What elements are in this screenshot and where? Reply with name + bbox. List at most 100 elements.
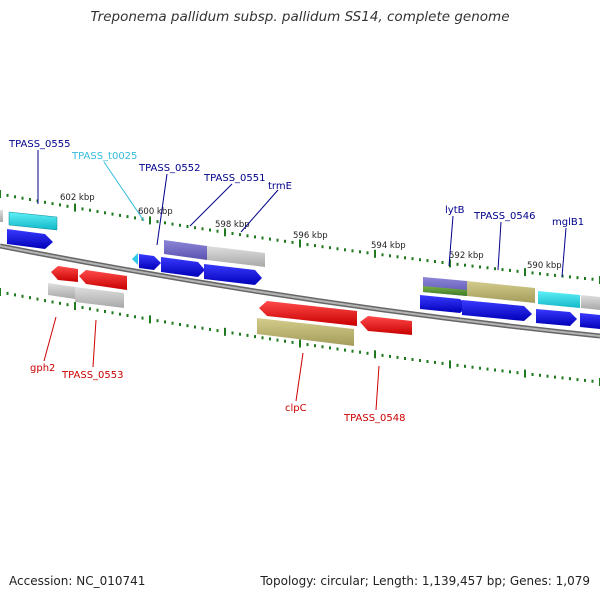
feature-tpass-t0025[interactable]: [132, 253, 138, 265]
scale-tick-minor: [494, 368, 496, 372]
feature-next-gene[interactable]: [580, 313, 600, 329]
label-trmE[interactable]: trmE: [268, 181, 292, 192]
scale-tick-minor: [119, 213, 121, 217]
scale-tick-minor: [501, 268, 504, 272]
label-clpC[interactable]: clpC: [285, 403, 307, 414]
label-mglB1[interactable]: mglB1: [552, 217, 584, 228]
scale-tick-major: [449, 259, 451, 268]
scale-tick-minor: [6, 193, 9, 197]
label-tpass-0546[interactable]: TPASS_0546: [473, 211, 535, 222]
scale-tick-minor: [239, 233, 241, 237]
scale-tick-minor: [104, 310, 106, 313]
feature-next-analysis[interactable]: [581, 295, 600, 310]
scale-tick-minor: [321, 345, 324, 349]
scale-tick-minor: [261, 336, 264, 340]
feature-tpass-0553-analysis[interactable]: [75, 287, 124, 308]
feature-tpass-0546-analysis[interactable]: [467, 281, 535, 303]
feature-trmE[interactable]: [204, 264, 262, 285]
scale-tick-minor: [261, 236, 264, 240]
scale-tick-minor: [539, 373, 541, 377]
scale-tick-minor: [344, 348, 346, 352]
scale-tick-minor: [591, 379, 594, 383]
feature-mglB1-analysis[interactable]: [538, 291, 580, 308]
scale-tick-minor: [216, 229, 219, 233]
scale-tick-minor: [471, 365, 474, 369]
feature-clpC[interactable]: [259, 301, 357, 326]
scale-tick-minor: [231, 232, 234, 235]
scale-tick-minor: [156, 220, 159, 224]
scale-tick-minor: [29, 198, 31, 201]
scale-tick-major: [449, 360, 451, 369]
feature-tpass-0546[interactable]: [462, 300, 532, 321]
feature-trmE-analysis[interactable]: [207, 246, 265, 267]
feature-tpass-0555[interactable]: [7, 229, 53, 249]
scale-tick-minor: [134, 315, 136, 319]
scale-tick-minor: [179, 223, 181, 227]
scale-tick-major: [149, 216, 151, 225]
scale-tick-minor: [276, 238, 279, 242]
feature-lytB-domain[interactable]: [423, 286, 467, 296]
scale-tick-minor: [479, 366, 481, 370]
scale-tick-minor: [479, 265, 481, 269]
gene-labels: TPASS_0555 TPASS_t0025 TPASS_0552 TPASS_…: [8, 139, 584, 424]
scale-tick-minor: [389, 254, 391, 258]
scale-tick-minor: [14, 195, 16, 199]
scale-tick-minor: [111, 311, 114, 315]
scale-tick-minor: [306, 343, 309, 347]
scale-tick-major: [74, 203, 76, 212]
feature-lytB[interactable]: [420, 295, 468, 313]
feature-tpass-0551[interactable]: [161, 257, 205, 277]
scale-tick-minor: [336, 247, 339, 251]
scale-tick-minor: [66, 204, 69, 208]
label-tpass-0552[interactable]: TPASS_0552: [138, 163, 200, 174]
leader-lines: [37, 150, 567, 411]
feature-tpass-0552[interactable]: [139, 254, 161, 270]
feature-gph2[interactable]: [51, 266, 78, 282]
label-tpass-0553[interactable]: TPASS_0553: [61, 370, 123, 381]
scale-tick-minor: [231, 331, 234, 335]
feature-tpass-0553[interactable]: [79, 270, 127, 290]
scale-tick-major: [74, 302, 76, 311]
scale-tick-minor: [284, 239, 286, 243]
label-gph2[interactable]: gph2: [30, 363, 55, 374]
label-lytB[interactable]: lytB: [445, 205, 465, 216]
feature-mglB1[interactable]: [536, 309, 577, 326]
scale-tick-minor: [434, 260, 436, 263]
feature-clpC-analysis[interactable]: [257, 318, 354, 346]
scale-tick-minor: [291, 340, 294, 344]
scale-tick-minor: [21, 294, 24, 298]
scale-tick-major: [224, 327, 226, 336]
scale-label-592: 592 kbp: [449, 251, 484, 261]
scale-tick-minor: [516, 269, 519, 273]
scale-tick-minor: [186, 225, 189, 228]
scale-tick-minor: [14, 293, 16, 297]
label-tpass-0555[interactable]: TPASS_0555: [8, 139, 70, 150]
label-tpass-t0025[interactable]: TPASS_t0025: [71, 151, 137, 162]
scale-tick-minor: [51, 300, 54, 304]
feature-tpass-0555-analysis[interactable]: [8, 211, 58, 231]
scale-tick-minor: [441, 261, 444, 264]
scale-tick-minor: [81, 207, 84, 211]
label-tpass-0548[interactable]: TPASS_0548: [343, 413, 405, 424]
scale-tick-minor: [396, 255, 399, 259]
scale-tick-major: [374, 350, 376, 359]
scale-tick-minor: [314, 244, 316, 248]
label-tpass-0551[interactable]: TPASS_0551: [203, 173, 265, 184]
scale-label-594: 594 kbp: [371, 241, 406, 251]
scale-tick-minor: [66, 303, 69, 307]
scale-tick-minor: [561, 376, 564, 380]
feature-gph2-analysis[interactable]: [48, 283, 75, 299]
scale-tick-minor: [486, 367, 489, 371]
scale-tick-minor: [254, 335, 256, 339]
feature-tpass-0548[interactable]: [360, 316, 412, 335]
scale-tick-minor: [516, 371, 519, 375]
scale-tick-major: [524, 369, 526, 378]
scale-tick-minor: [359, 350, 361, 354]
scale-tick-minor: [569, 275, 571, 279]
feature-tpass-0551-analysis[interactable]: [164, 240, 207, 260]
scale-tick-minor: [156, 319, 159, 323]
feature-fragment[interactable]: [0, 210, 3, 222]
scale-tick-minor: [396, 355, 399, 359]
